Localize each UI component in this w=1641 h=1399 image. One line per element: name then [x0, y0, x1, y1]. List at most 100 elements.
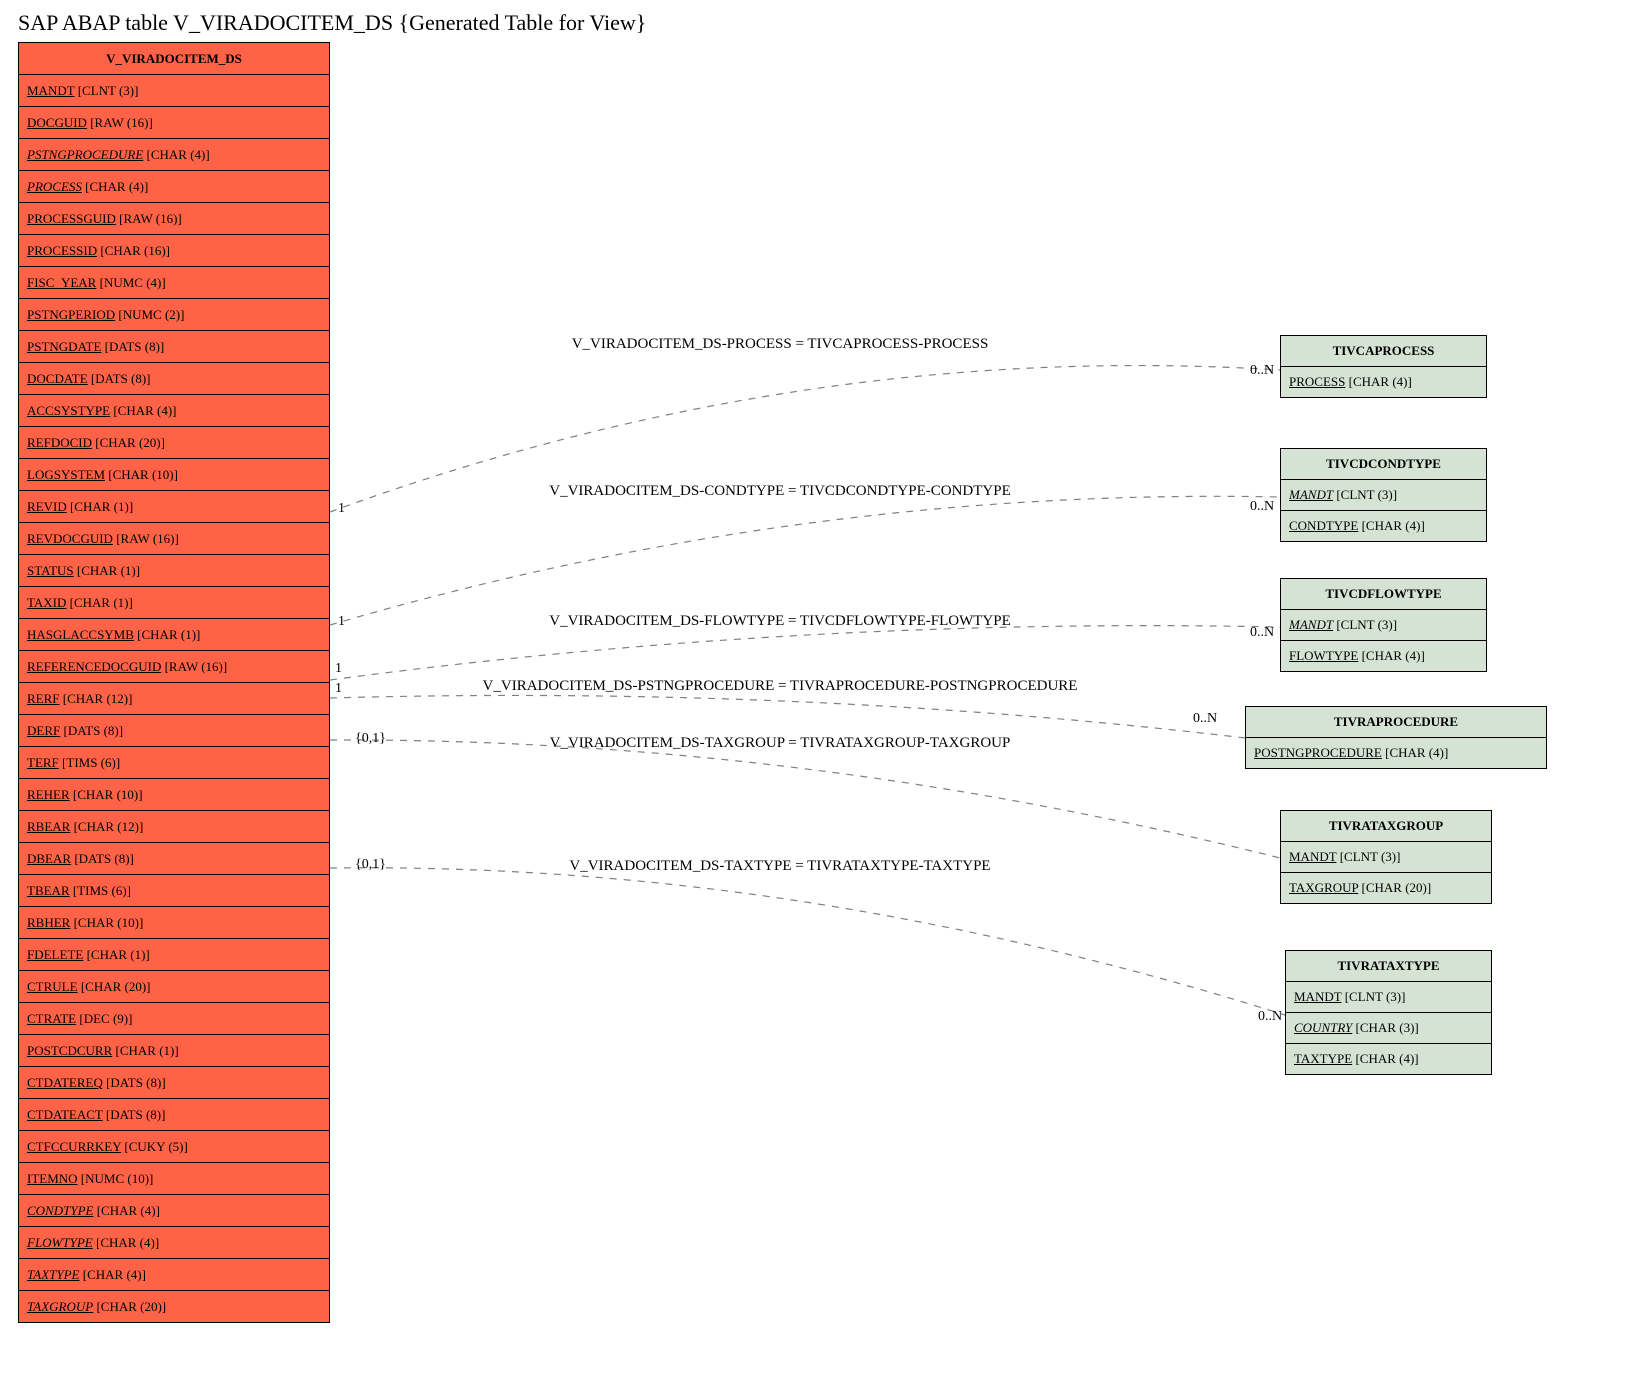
field-type: [CHAR (4)] — [93, 1235, 159, 1250]
field-type: [CHAR (4)] — [110, 403, 176, 418]
table-header: V_VIRADOCITEM_DS — [19, 43, 329, 75]
field-row: MANDT [CLNT (3)] — [1286, 982, 1491, 1013]
table-V_VIRADOCITEM_DS: V_VIRADOCITEM_DSMANDT [CLNT (3)]DOCGUID … — [18, 42, 330, 1323]
relationship-edge — [330, 626, 1280, 680]
edge-label: V_VIRADOCITEM_DS-FLOWTYPE = TIVCDFLOWTYP… — [549, 613, 1011, 629]
field-name: CTDATEACT — [27, 1107, 103, 1122]
field-row: TERF [TIMS (6)] — [19, 747, 329, 779]
cardinality-dest: 0..N — [1250, 499, 1274, 514]
field-row: CTRATE [DEC (9)] — [19, 1003, 329, 1035]
cardinality-source: 1 — [335, 681, 342, 696]
field-type: [RAW (16)] — [113, 531, 179, 546]
field-name: RERF — [27, 691, 60, 706]
table-header: TIVRATAXGROUP — [1281, 811, 1491, 842]
field-type: [CHAR (20)] — [78, 979, 151, 994]
field-name: TAXGROUP — [1289, 880, 1358, 895]
table-TIVRATAXTYPE: TIVRATAXTYPEMANDT [CLNT (3)]COUNTRY [CHA… — [1285, 950, 1492, 1075]
table-header: TIVCDFLOWTYPE — [1281, 579, 1486, 610]
field-row: RERF [CHAR (12)] — [19, 683, 329, 715]
field-row: MANDT [CLNT (3)] — [19, 75, 329, 107]
relationship-edge — [330, 496, 1280, 625]
field-name: DOCDATE — [27, 371, 88, 386]
field-name: FLOWTYPE — [27, 1235, 93, 1250]
field-type: [CHAR (20)] — [1358, 880, 1431, 895]
field-name: TAXTYPE — [27, 1267, 80, 1282]
field-name: CONDTYPE — [27, 1203, 93, 1218]
field-row: MANDT [CLNT (3)] — [1281, 610, 1486, 641]
field-name: CTRULE — [27, 979, 78, 994]
field-type: [CHAR (1)] — [74, 563, 140, 578]
field-name: MANDT — [1289, 849, 1336, 864]
field-row: REHER [CHAR (10)] — [19, 779, 329, 811]
field-type: [DATS (8)] — [88, 371, 151, 386]
field-row: FLOWTYPE [CHAR (4)] — [1281, 641, 1486, 671]
field-name: REVID — [27, 499, 67, 514]
field-type: [CHAR (1)] — [112, 1043, 178, 1058]
cardinality-dest: 0..N — [1250, 625, 1274, 640]
field-type: [CLNT (3)] — [74, 83, 138, 98]
field-row: DOCGUID [RAW (16)] — [19, 107, 329, 139]
page-title: SAP ABAP table V_VIRADOCITEM_DS {Generat… — [18, 10, 646, 36]
field-row: TAXTYPE [CHAR (4)] — [19, 1259, 329, 1291]
field-name: TAXTYPE — [1294, 1051, 1352, 1066]
field-row: PSTNGPERIOD [NUMC (2)] — [19, 299, 329, 331]
table-header: TIVRAPROCEDURE — [1246, 707, 1546, 738]
field-row: CTDATEACT [DATS (8)] — [19, 1099, 329, 1131]
field-type: [NUMC (2)] — [115, 307, 184, 322]
field-name: COUNTRY — [1294, 1020, 1352, 1035]
field-name: FISC_YEAR — [27, 275, 96, 290]
field-type: [CUKY (5)] — [121, 1139, 188, 1154]
field-type: [DATS (8)] — [103, 1107, 166, 1122]
field-name: CONDTYPE — [1289, 518, 1358, 533]
field-name: TAXGROUP — [27, 1299, 93, 1314]
field-type: [CLNT (3)] — [1333, 487, 1397, 502]
table-TIVCDCONDTYPE: TIVCDCONDTYPEMANDT [CLNT (3)]CONDTYPE [C… — [1280, 448, 1487, 542]
field-type: [CHAR (1)] — [134, 627, 200, 642]
field-row: DERF [DATS (8)] — [19, 715, 329, 747]
field-type: [CHAR (4)] — [1358, 518, 1424, 533]
field-type: [CHAR (1)] — [83, 947, 149, 962]
field-type: [RAW (16)] — [116, 211, 182, 226]
field-row: REVID [CHAR (1)] — [19, 491, 329, 523]
field-name: PROCESSGUID — [27, 211, 116, 226]
cardinality-source: 1 — [335, 661, 342, 676]
field-name: PROCESS — [1289, 374, 1345, 389]
field-row: MANDT [CLNT (3)] — [1281, 480, 1486, 511]
field-name: REVDOCGUID — [27, 531, 113, 546]
field-row: CTFCCURRKEY [CUKY (5)] — [19, 1131, 329, 1163]
field-name: POSTNGPROCEDURE — [1254, 745, 1382, 760]
field-name: PROCESSID — [27, 243, 97, 258]
field-name: DBEAR — [27, 851, 71, 866]
edge-label: V_VIRADOCITEM_DS-TAXGROUP = TIVRATAXGROU… — [550, 735, 1011, 751]
field-name: RBEAR — [27, 819, 70, 834]
cardinality-source: 1 — [338, 501, 345, 516]
field-row: DBEAR [DATS (8)] — [19, 843, 329, 875]
table-header: TIVCDCONDTYPE — [1281, 449, 1486, 480]
field-type: [CHAR (4)] — [1382, 745, 1448, 760]
edge-label: V_VIRADOCITEM_DS-PROCESS = TIVCAPROCESS-… — [572, 336, 989, 352]
edge-label: V_VIRADOCITEM_DS-TAXTYPE = TIVRATAXTYPE-… — [569, 858, 990, 874]
relationship-edge — [330, 695, 1245, 738]
field-row: POSTNGPROCEDURE [CHAR (4)] — [1246, 738, 1546, 768]
field-type: [RAW (16)] — [161, 659, 227, 674]
field-row: REVDOCGUID [RAW (16)] — [19, 523, 329, 555]
field-name: FDELETE — [27, 947, 83, 962]
cardinality-dest: 0..N — [1193, 711, 1217, 726]
field-type: [CHAR (1)] — [66, 595, 132, 610]
field-name: ITEMNO — [27, 1171, 78, 1186]
cardinality-source: {0,1} — [355, 731, 386, 746]
field-row: MANDT [CLNT (3)] — [1281, 842, 1491, 873]
field-row: CTRULE [CHAR (20)] — [19, 971, 329, 1003]
field-name: FLOWTYPE — [1289, 648, 1358, 663]
field-row: PROCESSID [CHAR (16)] — [19, 235, 329, 267]
field-type: [CHAR (1)] — [67, 499, 133, 514]
field-name: DOCGUID — [27, 115, 87, 130]
field-row: PSTNGPROCEDURE [CHAR (4)] — [19, 139, 329, 171]
field-name: REFDOCID — [27, 435, 92, 450]
field-name: TERF — [27, 755, 59, 770]
table-TIVRAPROCEDURE: TIVRAPROCEDUREPOSTNGPROCEDURE [CHAR (4)] — [1245, 706, 1547, 769]
field-row: COUNTRY [CHAR (3)] — [1286, 1013, 1491, 1044]
field-name: MANDT — [1289, 487, 1333, 502]
field-type: [CHAR (4)] — [93, 1203, 159, 1218]
field-name: CTDATEREQ — [27, 1075, 103, 1090]
